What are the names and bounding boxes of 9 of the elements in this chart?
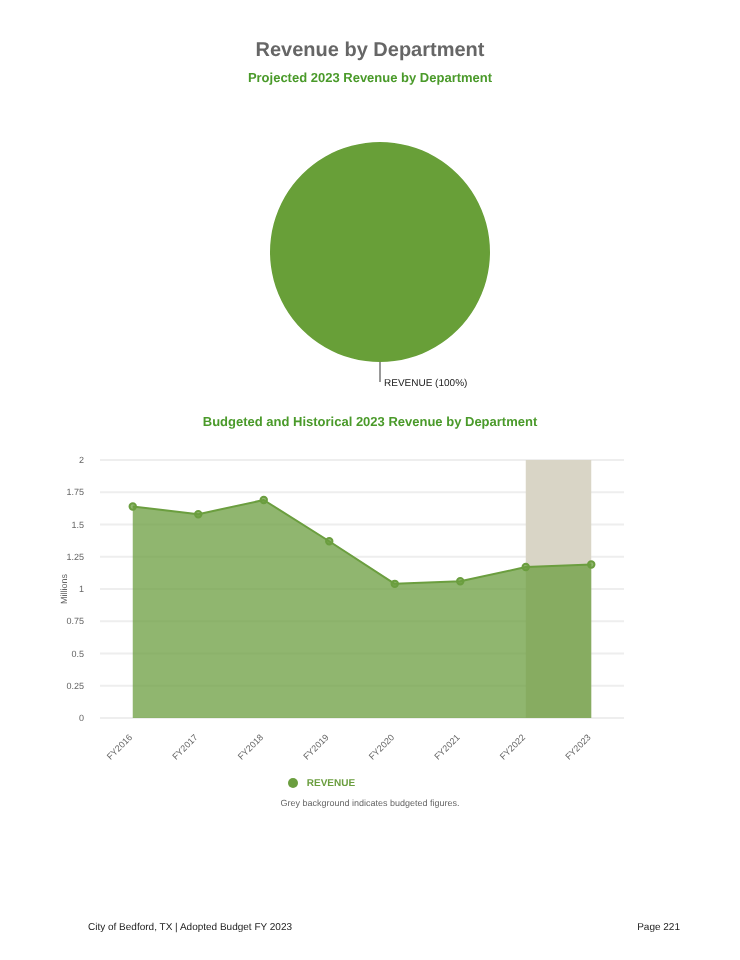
point — [587, 560, 596, 569]
point — [128, 502, 137, 511]
point — [194, 509, 203, 519]
point — [390, 579, 399, 589]
point — [259, 495, 268, 505]
point — [456, 577, 465, 586]
point — [325, 537, 334, 546]
chart-title: Revenue by Department — [253, 40, 487, 62]
point — [521, 562, 530, 572]
